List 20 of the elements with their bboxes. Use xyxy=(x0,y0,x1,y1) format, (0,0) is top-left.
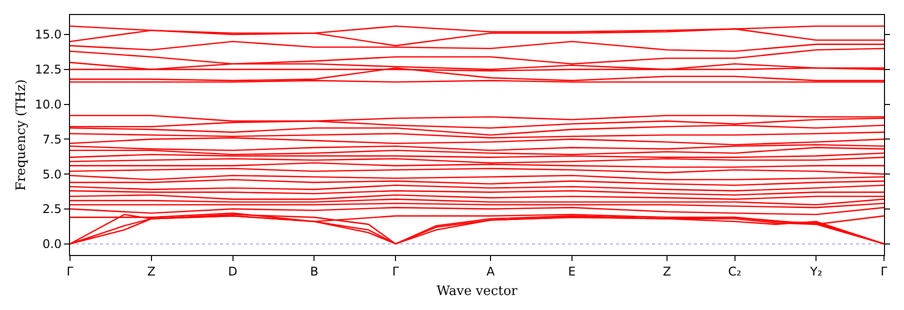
y-tick-label: 0.0 xyxy=(42,237,62,252)
y-tick-label: 5.0 xyxy=(42,167,62,182)
x-tick-label: A xyxy=(486,264,496,278)
y-tick-label: 7.5 xyxy=(42,132,62,146)
y-tick-label: 15.0 xyxy=(34,28,62,42)
x-tick-label: B xyxy=(310,264,318,278)
y-tick-label: 2.5 xyxy=(42,202,62,216)
y-tick-label: 10.0 xyxy=(34,98,62,112)
x-tick-label: Γ xyxy=(880,264,888,278)
y-axis-title: Frequency (THz) xyxy=(14,79,29,191)
x-tick-label: Γ xyxy=(66,264,74,278)
y-tick-label: 12.5 xyxy=(34,62,62,77)
x-tick-label: E xyxy=(568,264,576,278)
x-tick-label: C₂ xyxy=(728,264,742,278)
x-tick-label: D xyxy=(228,264,238,278)
x-tick-label: Z xyxy=(147,264,156,278)
x-tick-label: Y₂ xyxy=(809,264,822,278)
x-tick-label: Γ xyxy=(392,264,400,278)
x-tick-label: Z xyxy=(662,264,672,278)
x-axis-title: Wave vector xyxy=(436,284,518,299)
